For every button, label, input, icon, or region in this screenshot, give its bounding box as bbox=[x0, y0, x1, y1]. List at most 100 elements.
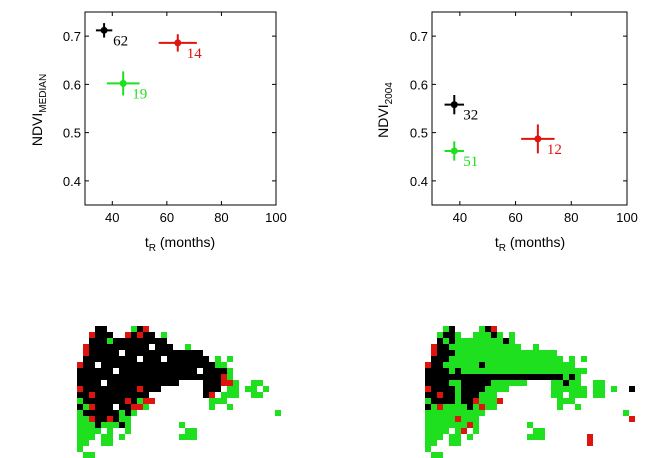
map-pixel bbox=[437, 362, 443, 368]
point-marker bbox=[450, 101, 458, 109]
map-pixel bbox=[539, 362, 545, 368]
map-pixel bbox=[161, 380, 167, 386]
map-pixel bbox=[95, 428, 101, 434]
map-pixel bbox=[479, 368, 485, 374]
map-pixel bbox=[161, 338, 167, 344]
map-pixel bbox=[101, 398, 107, 404]
map-pixel bbox=[455, 428, 461, 434]
map-pixel bbox=[89, 350, 95, 356]
map-pixel bbox=[77, 416, 83, 422]
y-axis-label-left: NDVIMEDIAN bbox=[29, 74, 49, 146]
map-pixel bbox=[485, 386, 491, 392]
map-pixel bbox=[221, 380, 227, 386]
map-pixel bbox=[107, 332, 113, 338]
map-pixel bbox=[437, 332, 443, 338]
map-pixel bbox=[185, 350, 191, 356]
map-pixel bbox=[497, 356, 503, 362]
x-tick-label: 40 bbox=[105, 210, 119, 225]
map-pixel bbox=[161, 344, 167, 350]
map-pixel bbox=[101, 434, 107, 440]
map-pixel bbox=[527, 368, 533, 374]
map-pixel bbox=[173, 356, 179, 362]
map-pixel bbox=[485, 326, 491, 332]
map-pixel bbox=[263, 386, 269, 392]
map-pixel bbox=[143, 386, 149, 392]
map-pixel bbox=[473, 410, 479, 416]
map-pixel bbox=[557, 392, 563, 398]
map-pixel bbox=[137, 380, 143, 386]
map-pixel bbox=[581, 392, 587, 398]
map-pixel bbox=[497, 398, 503, 404]
map-pixel bbox=[83, 380, 89, 386]
map-pixel bbox=[113, 422, 119, 428]
map-pixel bbox=[125, 422, 131, 428]
map-pixel bbox=[125, 410, 131, 416]
map-pixel bbox=[587, 434, 593, 440]
map-pixel bbox=[533, 350, 539, 356]
map-pixel bbox=[461, 344, 467, 350]
map-pixel bbox=[443, 374, 449, 380]
map-pixel bbox=[203, 356, 209, 362]
map-pixel bbox=[509, 362, 515, 368]
map-pixel bbox=[461, 398, 467, 404]
map-pixel bbox=[443, 350, 449, 356]
map-pixel bbox=[569, 392, 575, 398]
map-pixel bbox=[161, 374, 167, 380]
map-pixel bbox=[197, 368, 203, 374]
map-pixel bbox=[563, 380, 569, 386]
map-pixel bbox=[455, 344, 461, 350]
map-pixel bbox=[533, 434, 539, 440]
map-pixel bbox=[473, 338, 479, 344]
map-pixel bbox=[455, 332, 461, 338]
map-pixel bbox=[119, 368, 125, 374]
map-pixel bbox=[527, 356, 533, 362]
map-pixel bbox=[77, 392, 83, 398]
map-pixel bbox=[455, 392, 461, 398]
map-pixel bbox=[491, 338, 497, 344]
map-pixel bbox=[503, 356, 509, 362]
map-pixel bbox=[461, 386, 467, 392]
map-pixel bbox=[455, 416, 461, 422]
map-pixel bbox=[563, 386, 569, 392]
map-pixel bbox=[197, 362, 203, 368]
map-pixel bbox=[443, 428, 449, 434]
map-pixel bbox=[209, 362, 215, 368]
map-pixel bbox=[473, 422, 479, 428]
map-pixel bbox=[569, 368, 575, 374]
map-pixel bbox=[437, 386, 443, 392]
map-pixel bbox=[503, 350, 509, 356]
map-pixel bbox=[113, 410, 119, 416]
map-pixel bbox=[461, 356, 467, 362]
map-pixel bbox=[479, 344, 485, 350]
x-tick-label: 80 bbox=[564, 210, 578, 225]
map-pixel bbox=[473, 398, 479, 404]
map-pixel bbox=[479, 338, 485, 344]
map-pixel bbox=[509, 344, 515, 350]
map-pixel bbox=[509, 374, 515, 380]
map-pixel bbox=[509, 332, 515, 338]
data-point: 12 bbox=[521, 124, 562, 158]
map-pixel bbox=[425, 368, 431, 374]
map-pixel bbox=[119, 374, 125, 380]
map-pixel bbox=[113, 398, 119, 404]
map-pixel bbox=[137, 344, 143, 350]
map-pixel bbox=[443, 380, 449, 386]
map-pixel bbox=[143, 374, 149, 380]
map-pixel bbox=[131, 410, 137, 416]
map-pixel bbox=[431, 440, 437, 446]
map-pixel bbox=[203, 362, 209, 368]
map-pixel bbox=[95, 380, 101, 386]
map-pixel bbox=[167, 356, 173, 362]
map-pixel bbox=[101, 410, 107, 416]
map-pixel bbox=[209, 398, 215, 404]
map-pixel bbox=[443, 332, 449, 338]
map-pixel bbox=[155, 350, 161, 356]
map-pixel bbox=[497, 374, 503, 380]
map-pixel bbox=[425, 374, 431, 380]
map-pixel bbox=[83, 410, 89, 416]
map-pixel bbox=[209, 386, 215, 392]
map-pixel bbox=[215, 374, 221, 380]
map-pixel bbox=[83, 452, 89, 458]
map-pixel bbox=[593, 380, 599, 386]
map-pixel bbox=[179, 362, 185, 368]
